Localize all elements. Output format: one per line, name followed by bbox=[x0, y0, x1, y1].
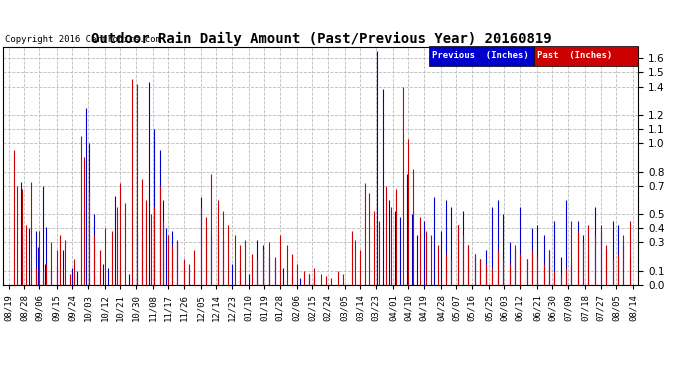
Text: Past  (Inches): Past (Inches) bbox=[537, 51, 612, 60]
FancyBboxPatch shape bbox=[428, 46, 533, 66]
Text: Copyright 2016 Cartronics.com: Copyright 2016 Cartronics.com bbox=[5, 36, 161, 45]
FancyBboxPatch shape bbox=[533, 46, 638, 66]
Title: Outdoor Rain Daily Amount (Past/Previous Year) 20160819: Outdoor Rain Daily Amount (Past/Previous… bbox=[90, 32, 551, 46]
Text: Previous  (Inches): Previous (Inches) bbox=[432, 51, 529, 60]
